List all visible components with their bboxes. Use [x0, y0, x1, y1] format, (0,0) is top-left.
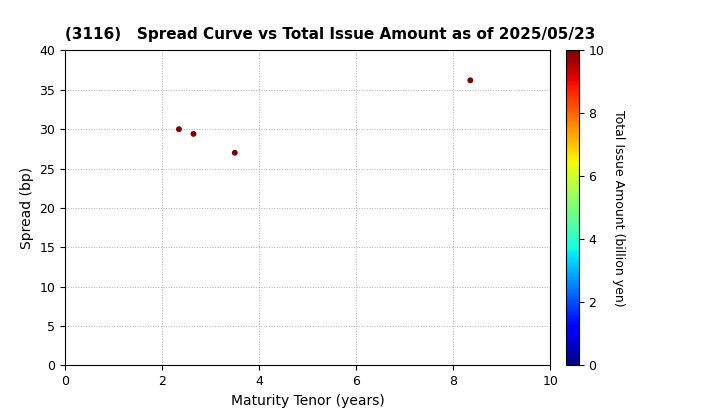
X-axis label: Maturity Tenor (years): Maturity Tenor (years) — [230, 394, 384, 408]
Point — [464, 77, 476, 84]
Text: (3116)   Spread Curve vs Total Issue Amount as of 2025/05/23: (3116) Spread Curve vs Total Issue Amoun… — [65, 27, 595, 42]
Point — [188, 131, 199, 137]
Y-axis label: Spread (bp): Spread (bp) — [19, 167, 34, 249]
Point — [174, 126, 185, 132]
Y-axis label: Total Issue Amount (billion yen): Total Issue Amount (billion yen) — [612, 110, 625, 306]
Point — [229, 150, 240, 156]
